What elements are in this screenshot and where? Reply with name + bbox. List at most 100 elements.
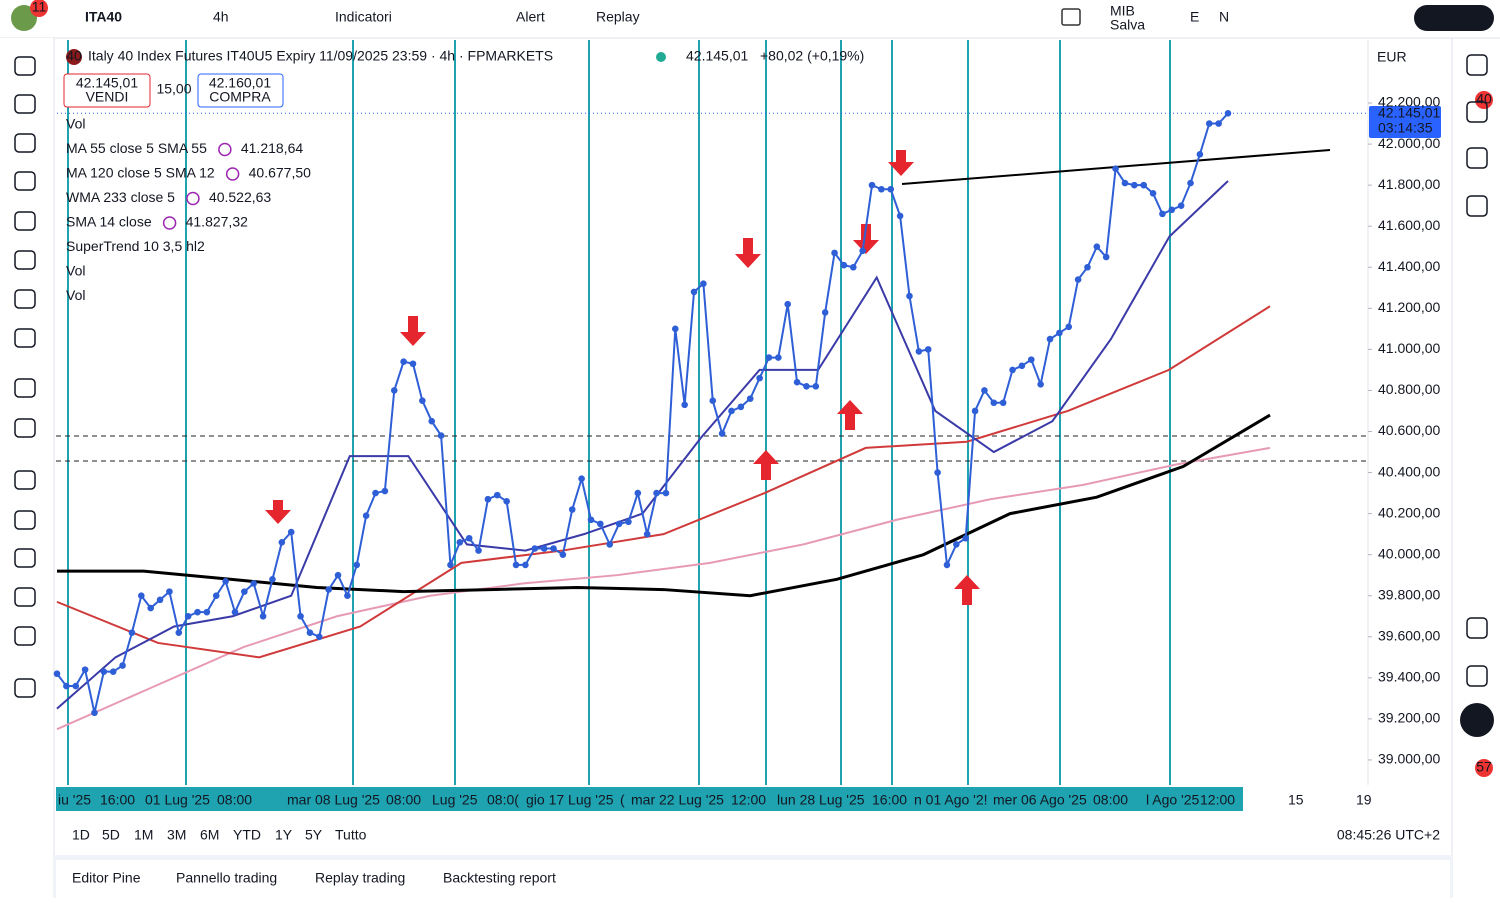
range-button[interactable]: 5Y [305,827,323,843]
y-tick-label: 39.400,00 [1378,669,1440,685]
price-point [765,354,773,361]
price-point [840,261,848,269]
buy-button[interactable] [197,73,284,108]
price-point [690,288,698,296]
x-tick-label: ( [620,792,625,808]
tool-icon[interactable] [14,548,36,568]
price-point [793,378,801,386]
tool-icon[interactable] [14,328,36,348]
x-tick-label: l Ago '25 [1146,792,1199,808]
price-point [868,181,876,189]
price-point [166,588,173,595]
tool-icon[interactable] [14,94,36,114]
tab[interactable]: Editor Pine [72,870,141,886]
x-tick-label: 01 Lug '25 [145,792,210,808]
price-point [1224,109,1232,117]
y-tick-label: 41.400,00 [1378,258,1440,274]
avatar[interactable] [11,5,37,31]
price-point [465,534,473,542]
range-button[interactable]: 1Y [275,827,293,843]
publish-button[interactable] [1414,5,1494,31]
label[interactable]: Indicatori [335,9,392,25]
label[interactable]: MIB [1110,3,1135,19]
x-tick-label: gio 17 Lug '25 [526,792,614,808]
side-icon[interactable] [1466,147,1488,169]
tool-icon[interactable] [14,211,36,231]
tool-icon[interactable] [14,510,36,530]
side-icon[interactable] [1466,195,1488,217]
left-toolbar [0,38,54,898]
indicator-value: 40.522,63 [209,189,271,205]
tool-icon[interactable] [14,171,36,191]
badge [30,0,48,17]
label[interactable]: Alert [516,9,545,25]
price-point [878,185,885,193]
y-tick-label: 41.800,00 [1378,176,1440,192]
price-point [447,561,454,569]
side-icon[interactable] [1466,101,1488,123]
x-tick-label: 12:00 [1200,792,1235,808]
range-button[interactable]: YTD [233,827,261,843]
y-tick-label: 41.000,00 [1378,340,1440,356]
price-point [1102,253,1110,261]
price-point [306,629,314,636]
tool-icon[interactable] [14,133,36,153]
range-button[interactable]: Tutto [335,827,367,843]
x-tick-label: mer 06 Ago '25 [993,792,1087,808]
price-point [1131,181,1138,189]
icon[interactable] [1061,8,1081,26]
series-line [56,446,1271,731]
price-point [1084,263,1091,271]
side-icon[interactable] [1466,665,1488,687]
range-button[interactable]: 3M [167,827,186,843]
range-button[interactable]: 6M [200,827,219,843]
tool-icon[interactable] [14,56,36,76]
label[interactable]: 4h [213,9,229,25]
tool-icon[interactable] [14,378,36,398]
tool-icon[interactable] [14,470,36,490]
indicator-label: Vol [66,116,85,132]
range-button[interactable]: 5D [102,827,120,843]
price-point [362,512,370,519]
price-point [1112,165,1119,173]
label[interactable]: Pubblica [1427,9,1481,25]
price-point [962,534,969,542]
tool-icon[interactable] [14,250,36,270]
side-icon[interactable] [1466,617,1488,639]
tab[interactable]: Pannello trading [176,870,277,886]
side-icon[interactable] [1466,54,1488,76]
range-button[interactable]: 1M [134,827,153,843]
time-highlight [56,787,262,811]
label[interactable]: Replay [596,9,640,25]
price-point [53,670,61,678]
price-point [1056,329,1063,337]
last-price: 42.145,01 [1378,105,1440,121]
x-tick-label: n 01 Ago '2! [914,792,988,808]
y-tick-label: 42.000,00 [1378,135,1440,151]
price-point [681,401,688,409]
price-point [297,612,304,620]
range-button[interactable]: 1D [72,827,90,843]
tool-icon[interactable] [14,678,36,698]
y-tick-label: 40.800,00 [1378,381,1440,397]
price-point [119,662,126,669]
level-lines [56,435,1368,462]
label[interactable]: ITA40 [85,9,122,25]
indicator-label: WMA 233 close 5 [66,189,175,205]
indicator-label: SuperTrend 10 3,5 hl2 [66,238,205,254]
x-tick-label: lun 28 Lug '25 [777,792,865,808]
tab[interactable]: Replay trading [315,870,405,886]
price-point [756,374,763,382]
tab[interactable]: Backtesting report [443,870,556,886]
label: Italy 40 Index Futures IT40U5 Expiry 11/… [88,48,553,64]
tool-icon[interactable] [14,626,36,646]
price-point [625,518,632,526]
tool-icon[interactable] [14,587,36,607]
tool-icon[interactable] [14,289,36,309]
label: N [1219,9,1229,25]
price-point [231,608,239,616]
badge [1475,91,1493,109]
tool-icon[interactable] [14,418,36,438]
apps-button[interactable] [1460,703,1494,737]
sell-button[interactable] [63,73,151,108]
